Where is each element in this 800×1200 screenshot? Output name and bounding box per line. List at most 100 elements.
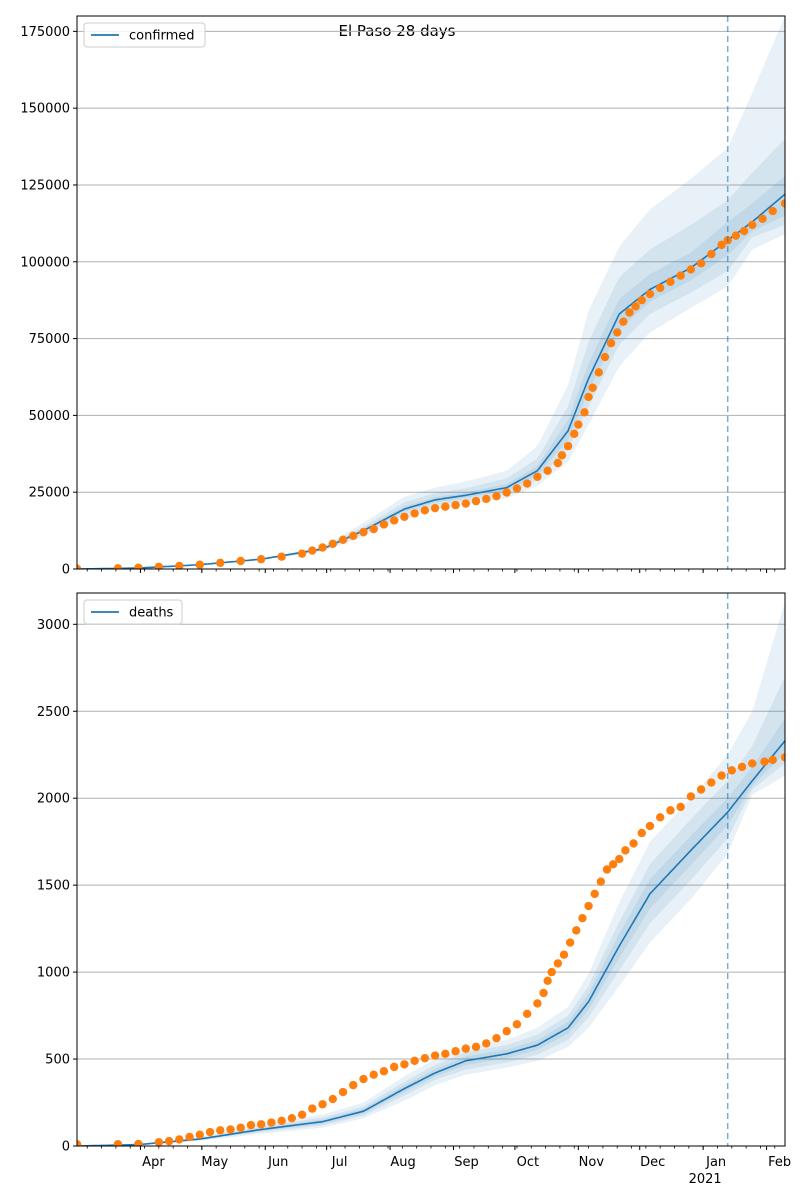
observed-point (226, 1125, 235, 1134)
observed-point (410, 509, 419, 518)
observed-point (600, 352, 610, 362)
observed-point (676, 802, 685, 812)
observed-point (113, 564, 123, 569)
observed-point (539, 988, 548, 998)
observed-point (686, 792, 696, 801)
observed-point (287, 1113, 297, 1123)
observed-point (389, 516, 399, 525)
observed-point (369, 1070, 378, 1079)
x-tick-label: Nov (579, 1155, 605, 1170)
x-tick-label: Feb (768, 1155, 791, 1170)
observed-point (175, 561, 184, 569)
observed-point (645, 289, 655, 299)
observed-point (559, 950, 569, 959)
y-tick-label: 1000 (37, 966, 70, 981)
observed-point (389, 1062, 399, 1072)
observed-point (328, 539, 337, 549)
observed-point (655, 813, 665, 822)
observed-point (629, 839, 638, 848)
observed-point (748, 220, 757, 230)
observed-point (522, 479, 532, 488)
observed-point (512, 484, 522, 493)
observed-point (570, 429, 579, 439)
observed-point (588, 383, 597, 392)
observed-point (277, 1116, 286, 1125)
observed-point (430, 503, 440, 513)
observed-point (543, 466, 552, 475)
observed-point (492, 1033, 501, 1043)
observed-point (645, 821, 655, 831)
observed-point (195, 1130, 204, 1139)
observed-point (471, 496, 481, 506)
observed-point (400, 512, 409, 521)
observed-point (606, 338, 616, 348)
observed-point (164, 1136, 174, 1146)
observed-point (768, 206, 777, 216)
y-tick-label: 125000 (20, 178, 70, 193)
observed-point (727, 766, 736, 775)
observed-point (768, 755, 777, 765)
observed-point (420, 1053, 430, 1063)
observed-point (471, 1042, 481, 1052)
observed-point (134, 1139, 143, 1146)
observed-point (608, 860, 618, 869)
observed-point (451, 500, 460, 510)
observed-point (256, 1120, 266, 1129)
observed-point (195, 560, 204, 569)
confirmed-panel: 0 25000 50000 75000 100000 125000 150000 175000… (20, 15, 786, 578)
observed-point (308, 546, 317, 555)
legend: deaths (83, 599, 183, 625)
observed-point (451, 1047, 460, 1056)
observed-point (369, 524, 378, 534)
deaths-panel: 0 500 1000 1500 2000 2500 3000 Apr May Jun Jul Aug S… (37, 592, 791, 1187)
x-tick-label: Oct (517, 1155, 539, 1170)
observed-point (696, 259, 706, 268)
observed-point (216, 558, 225, 568)
observed-point (277, 552, 286, 561)
y-tick-label: 50000 (29, 409, 70, 424)
x-tick-label: Sep (454, 1155, 479, 1170)
observed-point (717, 240, 726, 250)
legend-label: confirmed (129, 29, 195, 44)
observed-point (482, 1039, 491, 1048)
y-tick-label: 500 (45, 1053, 70, 1068)
observed-point (349, 531, 358, 541)
observed-point (594, 368, 603, 377)
observed-point (205, 1127, 215, 1137)
y-tick-label: 3000 (37, 618, 70, 633)
observed-point (400, 1060, 409, 1069)
observed-point (631, 302, 640, 311)
observed-point (134, 563, 143, 569)
observed-point (267, 1118, 276, 1127)
observed-point (637, 828, 646, 838)
observed-point (572, 926, 581, 935)
observed-point (256, 554, 266, 564)
observed-point (557, 451, 567, 460)
observed-point (621, 846, 630, 855)
observed-point (113, 1140, 123, 1146)
observed-point (379, 520, 389, 529)
observed-point (441, 502, 450, 511)
observed-point (696, 785, 706, 794)
observed-point (590, 889, 599, 899)
observed-point (760, 757, 769, 766)
model-line (77, 740, 785, 1146)
observed-point (578, 913, 587, 923)
observed-point (602, 865, 612, 874)
observed-point (533, 472, 542, 482)
observed-point (574, 420, 583, 429)
observed-point (737, 762, 747, 772)
observed-point (717, 771, 726, 780)
observed-point (318, 1100, 327, 1109)
observed-point (748, 759, 757, 768)
observed-point (666, 806, 675, 815)
observed-point (430, 1051, 440, 1060)
observed-point (780, 199, 785, 208)
observed-point (512, 1020, 522, 1029)
y-tick-label: 100000 (20, 255, 70, 270)
observed-point (318, 543, 327, 552)
observed-point (297, 1110, 307, 1119)
y-tick-label: 150000 (20, 102, 70, 117)
observed-point (338, 535, 348, 545)
